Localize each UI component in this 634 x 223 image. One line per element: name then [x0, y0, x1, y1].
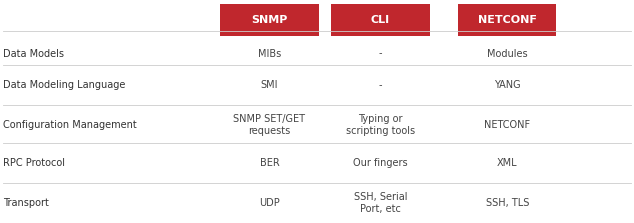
Text: SMI: SMI — [261, 80, 278, 90]
Text: -: - — [378, 49, 382, 58]
Text: UDP: UDP — [259, 198, 280, 208]
Text: SSH, Serial
Port, etc: SSH, Serial Port, etc — [354, 192, 407, 214]
Text: SNMP SET/GET
requests: SNMP SET/GET requests — [233, 114, 306, 136]
Text: SSH, TLS: SSH, TLS — [486, 198, 529, 208]
Text: CLI: CLI — [371, 15, 390, 25]
Text: Transport: Transport — [3, 198, 49, 208]
Text: -: - — [378, 80, 382, 90]
Text: YANG: YANG — [494, 80, 521, 90]
Text: RPC Protocol: RPC Protocol — [3, 158, 65, 168]
Text: Modules: Modules — [487, 49, 527, 58]
FancyBboxPatch shape — [331, 4, 429, 36]
Text: Data Modeling Language: Data Modeling Language — [3, 80, 126, 90]
Text: Typing or
scripting tools: Typing or scripting tools — [346, 114, 415, 136]
Text: BER: BER — [259, 158, 280, 168]
Text: SNMP: SNMP — [251, 15, 288, 25]
Text: NETCONF: NETCONF — [478, 15, 536, 25]
FancyBboxPatch shape — [221, 4, 318, 36]
Text: Configuration Management: Configuration Management — [3, 120, 137, 130]
FancyBboxPatch shape — [458, 4, 557, 36]
Text: NETCONF: NETCONF — [484, 120, 530, 130]
Text: XML: XML — [497, 158, 517, 168]
Text: Data Models: Data Models — [3, 49, 64, 58]
Text: MIBs: MIBs — [258, 49, 281, 58]
Text: Our fingers: Our fingers — [353, 158, 408, 168]
